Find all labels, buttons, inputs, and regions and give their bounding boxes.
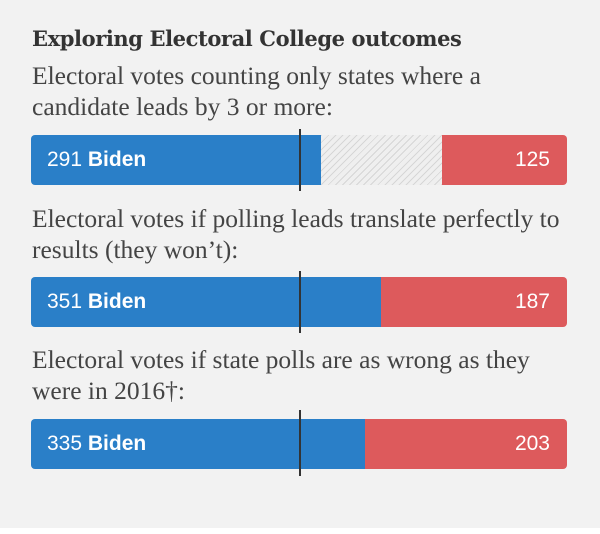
scenario-2-trump-segment xyxy=(381,277,567,327)
chart-title: Exploring Electoral College outcomes xyxy=(32,26,462,51)
scenario-2-label: Electoral votes if polling leads transla… xyxy=(32,204,560,264)
scenario-1-label: Electoral votes counting only states whe… xyxy=(32,61,481,121)
scenario-2-biden-label: 351 Biden xyxy=(47,277,146,327)
threshold-line-2 xyxy=(299,271,301,333)
scenario-1-biden-name: Biden xyxy=(87,148,147,171)
scenario-1-biden-label: 291 Biden xyxy=(47,135,146,185)
scenario-1-biden-value: 291 xyxy=(47,148,83,171)
scenario-1-biden-segment xyxy=(31,135,321,185)
scenario-2-trump-value: 187 xyxy=(514,290,550,313)
scenario-3-biden-segment xyxy=(31,419,365,469)
scenario-1-trump-segment xyxy=(442,135,567,185)
scenario-1-tossup-segment xyxy=(321,135,443,185)
scenario-2-biden-segment xyxy=(31,277,381,327)
scenario-3-biden-value: 335 xyxy=(47,432,83,455)
scenario-2-biden-name: Biden xyxy=(87,290,147,313)
scenario-1-bar: 291 Biden 125 xyxy=(31,135,567,185)
scenario-3-biden-label: 335 Biden xyxy=(47,419,146,469)
scenario-3-trump-value: 203 xyxy=(514,432,550,455)
scenario-2-biden-value: 351 xyxy=(47,290,83,313)
scenario-3-trump-segment xyxy=(365,419,567,469)
threshold-line-1 xyxy=(299,129,301,191)
threshold-line-3 xyxy=(299,410,301,476)
scenario-1-trump-value: 125 xyxy=(514,148,550,171)
scenario-3-bar: 335 Biden 203 xyxy=(31,419,567,469)
scenario-3-label: Electoral votes if state polls are as wr… xyxy=(32,345,530,405)
scenario-3-biden-name: Biden xyxy=(87,432,147,455)
